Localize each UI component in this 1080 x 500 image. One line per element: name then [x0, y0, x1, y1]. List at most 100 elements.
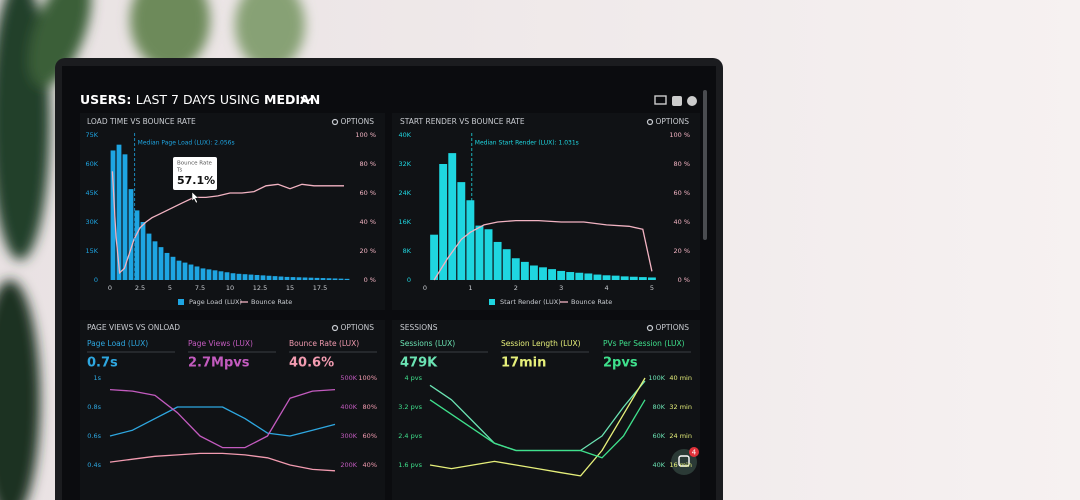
bar — [539, 267, 547, 280]
bar — [116, 144, 122, 280]
bar — [338, 278, 344, 280]
bar — [158, 247, 164, 280]
x-tick-label: 0 — [423, 284, 427, 292]
metric-value: 0.7s — [87, 356, 118, 371]
bar — [430, 234, 439, 280]
bar — [200, 268, 206, 280]
bar — [230, 273, 236, 280]
bar — [284, 276, 290, 280]
chat-button[interactable]: 4 — [671, 447, 699, 475]
title-stat[interactable]: MEDIAN — [264, 92, 320, 107]
bar — [266, 275, 272, 280]
y-tick-label: 2.4 pvs — [398, 432, 422, 440]
bar — [332, 278, 338, 280]
bar — [236, 273, 242, 280]
panel-title: PAGE VIEWS VS ONLOAD — [87, 323, 180, 332]
y-tick-label: 30K — [85, 218, 98, 226]
bar — [602, 275, 611, 280]
cursor — [191, 191, 200, 204]
x-tick-label: 1 — [468, 284, 472, 292]
options-button[interactable]: OPTIONS — [341, 117, 375, 126]
x-tick-label: 10 — [226, 284, 234, 292]
options-icon — [646, 324, 654, 332]
dropdown-chevron[interactable] — [300, 96, 314, 104]
bar — [224, 272, 230, 280]
y3-tick-label: 16 min — [669, 461, 692, 469]
y3-tick-label: 32 min — [669, 403, 692, 411]
bar — [629, 276, 638, 280]
metric-value: 40.6% — [289, 356, 334, 371]
x-tick-label: 5 — [650, 284, 654, 292]
bar — [620, 276, 629, 280]
metric-name: Sessions (LUX) — [400, 339, 455, 348]
y2-tick-label: 40 % — [673, 218, 690, 226]
y-tick-label: 0 — [407, 276, 411, 284]
options-button[interactable]: OPTIONS — [341, 323, 375, 332]
chat-icon — [678, 455, 690, 467]
monitor-icon[interactable] — [654, 95, 667, 105]
y2-tick-label: 0 % — [364, 276, 376, 284]
metric-value: 2pvs — [603, 356, 638, 371]
options-button[interactable]: OPTIONS — [656, 117, 690, 126]
y-tick-label: 1.6 pvs — [398, 461, 422, 469]
y2-tick-label: 0 % — [678, 276, 690, 284]
y2-tick-label: 20 % — [673, 247, 690, 255]
x-tick-label: 2.5 — [135, 284, 145, 292]
line-series — [429, 377, 646, 477]
bar — [122, 154, 128, 280]
y3-tick-label: 40% — [363, 461, 377, 469]
metric-value: 2.7Mpvs — [188, 356, 250, 371]
y2-tick-label: 200K — [340, 461, 357, 469]
bar — [484, 229, 493, 280]
bar — [128, 189, 134, 280]
x-tick-label: 7.5 — [195, 284, 205, 292]
options-icon — [331, 324, 339, 332]
bar — [212, 270, 218, 280]
line-series — [109, 406, 336, 437]
y2-tick-label: 20 % — [359, 247, 376, 255]
chart-icon[interactable] — [672, 96, 682, 106]
tooltip-value: 57.1% — [177, 174, 215, 187]
title-range[interactable]: LAST 7 DAYS — [136, 92, 216, 107]
y2-tick-label: 400K — [340, 403, 357, 411]
y-tick-label: 0 — [94, 276, 98, 284]
metric-value: 479K — [400, 356, 438, 371]
bar — [296, 277, 302, 280]
legend-label: Page Load (LUX) — [189, 298, 242, 306]
panel-title: START RENDER VS BOUNCE RATE — [400, 117, 525, 126]
bar — [260, 275, 266, 280]
legend-label: Bounce Rate — [571, 298, 612, 306]
y-tick-label: 1s — [93, 374, 101, 382]
y2-tick-label: 100 % — [669, 131, 690, 139]
line-series — [433, 219, 653, 281]
x-tick-label: 4 — [604, 284, 608, 292]
y2-tick-label: 40 % — [359, 218, 376, 226]
bar — [647, 277, 656, 280]
y-tick-label: 24K — [398, 189, 411, 197]
bar — [140, 222, 146, 280]
metric-name: Page Views (LUX) — [188, 339, 253, 348]
title-using: USING — [220, 92, 260, 107]
help-icon[interactable] — [687, 96, 697, 106]
y2-tick-label: 100 % — [355, 131, 376, 139]
bar — [593, 274, 602, 280]
median-label: Median Start Render (LUX): 1.031s — [475, 140, 579, 147]
y3-tick-label: 80% — [363, 403, 377, 411]
y-tick-label: 15K — [85, 247, 98, 255]
y-tick-label: 3.2 pvs — [398, 403, 422, 411]
badge-count: 4 — [692, 449, 697, 457]
y2-tick-label: 40K — [652, 461, 665, 469]
y2-tick-label: 80 % — [359, 160, 376, 168]
options-button[interactable]: OPTIONS — [656, 323, 690, 332]
scrollbar[interactable] — [703, 90, 707, 240]
panel-title: LOAD TIME VS BOUNCE RATE — [87, 117, 196, 126]
bar — [176, 260, 182, 280]
options-icon — [646, 118, 654, 126]
metric-name: Bounce Rate (LUX) — [289, 339, 359, 348]
panel — [80, 320, 385, 500]
y2-tick-label: 300K — [340, 432, 357, 440]
bar — [457, 182, 466, 280]
dashboard-title: USERS: LAST 7 DAYS USING MEDIAN — [80, 92, 320, 107]
options-icon — [331, 118, 339, 126]
bar — [194, 266, 200, 280]
